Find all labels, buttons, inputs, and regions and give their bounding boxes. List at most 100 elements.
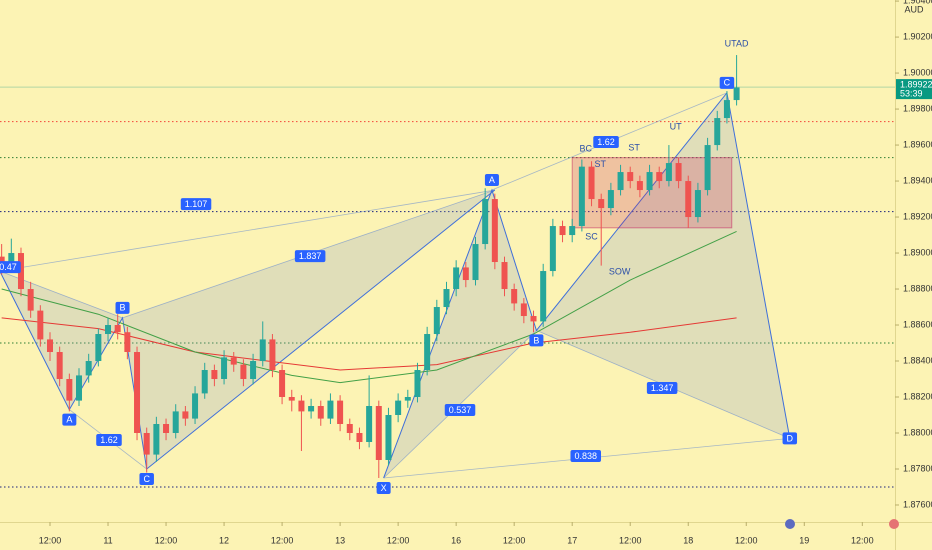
candle-body [259,339,266,362]
ratio-label-box [96,434,122,447]
x-tick-label: 12:00 [851,535,874,545]
ratio-label: 1.107 [180,198,212,211]
candle-body [201,370,208,394]
candle-body [501,262,508,290]
candle-body [337,400,344,424]
point-label-text: C [143,474,150,484]
y-tick-label: 1.87600 [903,499,932,509]
point-label: B [115,301,130,314]
candle-body [124,332,131,353]
y-tick-label: 1.90400 [903,0,932,5]
pattern-fill [383,190,537,478]
candle-body [656,172,663,182]
point-label-text: B [120,303,126,313]
ratio-label-box [0,261,21,274]
x-tick-label: 18 [683,535,693,545]
x-tick-label: 12:00 [271,535,294,545]
x-tick-label: 12:00 [39,535,62,545]
y-tick-label: 1.89800 [903,103,932,113]
point-label-box [484,174,499,187]
y-tick-label: 1.87800 [903,463,932,473]
candle-body [298,400,305,412]
candle-body [105,325,112,335]
candle-body [163,423,170,433]
y-tick-label: 1.88400 [903,355,932,365]
y-tick-label: 1.88600 [903,319,932,329]
ratio-label-box [570,450,602,463]
x-tick-label: 16 [451,535,461,545]
candle-body [530,316,537,322]
y-tick-label: 1.90200 [903,31,932,41]
point-label: A [484,174,499,187]
ratio-label: 1.62 [96,434,122,447]
event-icon[interactable] [889,519,899,529]
candle-body [279,370,286,398]
candle-body [114,325,121,333]
wyckoff-annotation: BC [579,143,592,153]
ratio-label-box [444,403,476,416]
wyckoff-annotation: UT [670,121,682,131]
candle-body [453,267,460,290]
candle-body [356,432,363,442]
ratio-label-box [646,382,678,395]
x-tick-label: 12:00 [619,535,642,545]
y-tick-label: 1.90000 [903,67,932,77]
candle-body [308,406,315,412]
ratio-label-text: 1.62 [100,435,118,445]
ratio-label-text: 0.47 [0,262,17,272]
candle-body [76,375,83,401]
ratio-label: 0.537 [444,403,476,416]
candle-body [578,166,585,227]
ratio-label-box [294,250,326,263]
candle-body [424,334,431,371]
candle-body [8,253,15,266]
point-label-box [376,481,391,494]
y-tick-label: 1.89600 [903,139,932,149]
ratio-label-text: 1.107 [185,199,208,209]
y-tick-label: 1.89400 [903,175,932,185]
candle-body [366,406,373,442]
point-label: B [529,334,544,347]
candle-body [462,267,469,281]
x-tick-label: 12:00 [155,535,178,545]
ratio-label: 0.47 [0,261,21,274]
point-label-text: B [533,335,539,345]
candle-body [192,393,199,419]
candle-body [520,303,527,317]
candle-body [211,370,218,380]
candle-body [288,397,295,401]
candle-body [346,423,353,433]
ratio-label-text: 1.62 [597,137,615,147]
candle-body [675,163,682,182]
x-tick-label: 19 [799,535,809,545]
candle-body [385,415,392,460]
candle-body [240,364,247,380]
wyckoff-annotation: UTAD [725,38,749,48]
countdown-label: 53:39 [900,88,923,98]
candle-body [221,357,228,380]
moving-average [1,230,737,384]
point-label-text: A [489,175,495,185]
x-tick-label: 17 [567,535,577,545]
point-label-box [719,76,735,89]
event-icon[interactable] [785,519,795,529]
x-tick-label: 12:00 [387,535,410,545]
candle-body [250,361,257,380]
point-label-text: D [787,433,794,443]
candle-body [511,289,518,304]
candle-body [733,87,740,101]
point-label: C [719,76,735,89]
candle-body [443,289,450,308]
x-tick-label: 11 [103,535,112,545]
candle-body [569,226,576,236]
last-price-box [896,79,932,100]
ratio-label: 1.62 [593,135,619,148]
candle-body [17,253,24,290]
x-tick-label: 13 [335,535,345,545]
ratio-label-text: 0.838 [574,451,597,461]
x-tick-label: 12 [219,535,229,545]
candle-body [559,226,566,236]
point-label-box [139,472,154,485]
point-label-box [115,301,130,314]
